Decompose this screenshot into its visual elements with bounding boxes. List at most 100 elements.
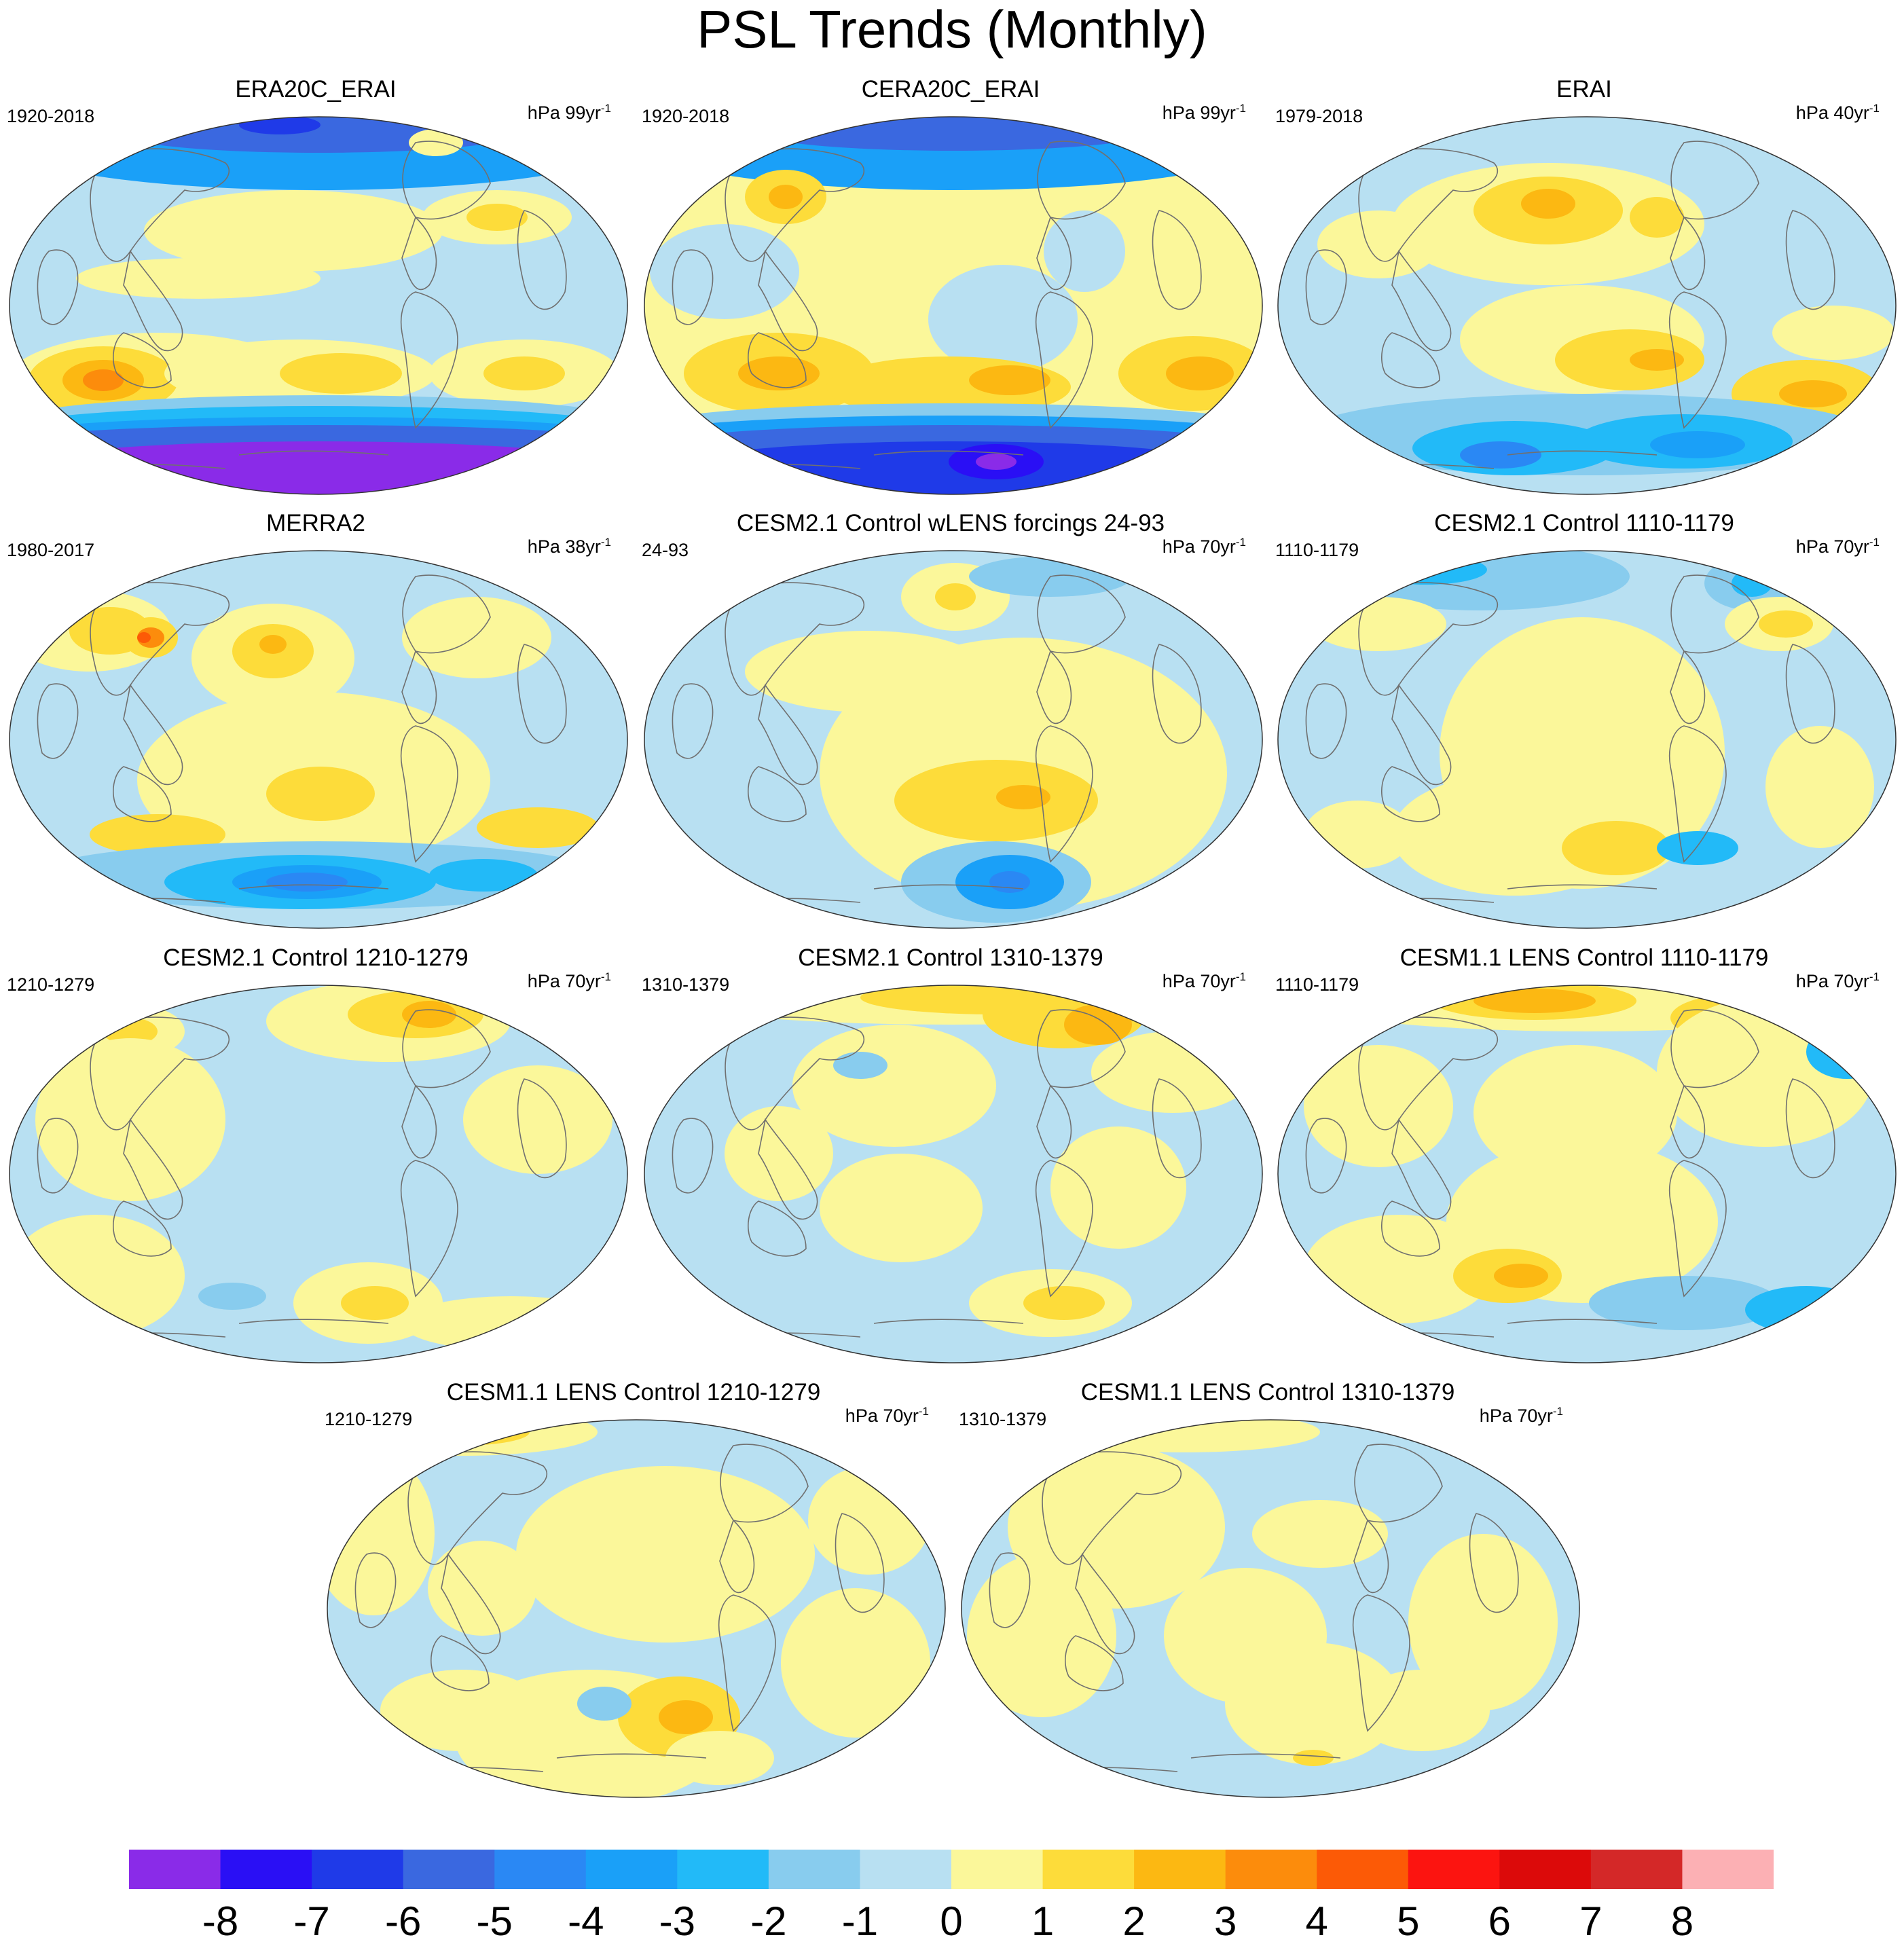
coastline <box>402 574 491 654</box>
figure-title: PSL Trends (Monthly) <box>697 0 1207 59</box>
trend-contour-region <box>1772 306 1894 360</box>
panel-title: ERA20C_ERAI <box>235 76 397 103</box>
colorbar-segment <box>951 1850 1044 1889</box>
trend-contour-region <box>429 859 538 892</box>
panel-title: ERAI <box>1556 76 1612 103</box>
coastline <box>401 650 437 725</box>
coastline <box>1668 291 1727 429</box>
panel-period: 1310-1379 <box>959 1409 1047 1429</box>
coastline <box>672 249 714 325</box>
coastline <box>1352 1594 1410 1732</box>
panel-units-exponent: -1 <box>600 102 611 115</box>
trend-contour-region <box>1779 380 1847 407</box>
trend-contour-region <box>725 1106 833 1201</box>
trend-map <box>9 550 628 929</box>
trend-contour-region <box>928 265 1078 373</box>
panel-period: 1310-1379 <box>642 974 730 995</box>
trend-map <box>1277 985 1897 1363</box>
coastline <box>1305 249 1347 325</box>
coastline <box>1670 141 1759 220</box>
coastline <box>1670 216 1706 291</box>
coastline <box>725 1016 865 1131</box>
panel-units-text: hPa 70yr <box>1479 1406 1553 1426</box>
trend-map <box>1277 550 1897 929</box>
trend-contour-region <box>1050 1126 1186 1249</box>
panel-units: hPa 99yr-1 <box>1162 102 1246 124</box>
panel-units-text: hPa 70yr <box>1162 971 1236 991</box>
coastline <box>1507 1319 1658 1324</box>
map-panel: CESM2.1 Control wLENS forcings 24-93 24-9… <box>635 507 1266 935</box>
trend-contour-region <box>137 632 151 643</box>
coastline <box>401 216 437 291</box>
panel-units-text: hPa 70yr <box>1795 971 1869 991</box>
coastline <box>123 249 183 352</box>
coastline <box>556 1753 707 1759</box>
panel-units-text: hPa 70yr <box>1795 536 1869 557</box>
colorbar-tick-label: 7 <box>1579 1899 1603 1944</box>
trend-contour-region <box>808 1466 930 1575</box>
coastline <box>748 766 807 822</box>
map-panel: CESM1.1 LENS Control 1310-1379 1310-1379 h… <box>952 1376 1583 1804</box>
panel-title: CESM2.1 Control wLENS forcings 24-93 <box>736 510 1165 536</box>
trend-contour-region <box>266 767 375 821</box>
trend-contour-region <box>781 1588 930 1738</box>
trend-contour-region <box>1589 1276 1779 1330</box>
panel-units-exponent: -1 <box>1869 536 1880 549</box>
coastline <box>517 644 567 744</box>
trend-contour-region <box>477 807 599 848</box>
colorbar-segment <box>312 1850 404 1889</box>
coastline <box>672 1118 714 1194</box>
coastline <box>1358 582 1499 696</box>
panel-period: 1110-1179 <box>1275 974 1359 995</box>
colorbar-tick-label: 4 <box>1305 1899 1328 1944</box>
panel-units-text: hPa 70yr <box>527 971 601 991</box>
map-boundary <box>327 1419 946 1798</box>
coastline <box>1507 450 1658 456</box>
trend-contour-region <box>90 814 225 855</box>
coastline <box>123 683 183 786</box>
trend-contour-region <box>894 760 1098 841</box>
colorbar-tick-label: -5 <box>476 1899 513 1944</box>
coastline <box>758 249 818 352</box>
map-boundary <box>644 985 1263 1363</box>
coastline <box>37 683 79 759</box>
coastline <box>1036 1084 1072 1159</box>
coastline <box>1507 884 1658 890</box>
colorbar-tick-label: 2 <box>1122 1899 1146 1944</box>
panel-units: hPa 70yr-1 <box>1796 970 1880 992</box>
coastline <box>90 148 230 262</box>
colorbar <box>129 1850 1774 1889</box>
trend-contour-region <box>1732 570 1772 597</box>
coastline <box>989 1552 1031 1628</box>
panel-title: CESM2.1 Control 1210-1279 <box>163 945 469 971</box>
trend-contour-region <box>1044 210 1125 292</box>
colorbar-tick-label: -1 <box>841 1899 879 1944</box>
coastline <box>1065 1635 1124 1691</box>
panel-units-text: hPa 40yr <box>1795 103 1869 123</box>
trend-contour-region <box>76 258 321 299</box>
coastline <box>1391 1118 1452 1220</box>
panel-units-text: hPa 70yr <box>845 1406 919 1426</box>
trend-contour-region <box>1091 1031 1254 1113</box>
trend-map <box>644 985 1263 1363</box>
coastline <box>1075 1552 1135 1655</box>
coastline <box>1152 644 1202 744</box>
coastline <box>835 1513 885 1613</box>
trend-contour-region <box>1408 1534 1558 1710</box>
coastline <box>873 884 1024 890</box>
coastline <box>113 766 172 822</box>
coastline <box>90 1016 230 1131</box>
panel-title: CERA20C_ERAI <box>861 76 1040 103</box>
panel-units-exponent: -1 <box>600 536 611 549</box>
panel-units: hPa 70yr-1 <box>1796 536 1880 557</box>
coastline <box>725 582 865 696</box>
coastline <box>517 1078 567 1179</box>
coastline <box>719 1519 755 1594</box>
trend-map <box>644 550 1263 929</box>
trend-contour-region <box>341 1286 409 1320</box>
coastline <box>1670 574 1759 654</box>
colorbar-tick-label: 3 <box>1213 1899 1237 1944</box>
panel-period: 1210-1279 <box>7 974 95 995</box>
colorbar-tick-label: -7 <box>293 1899 330 1944</box>
coastline <box>748 1200 807 1257</box>
